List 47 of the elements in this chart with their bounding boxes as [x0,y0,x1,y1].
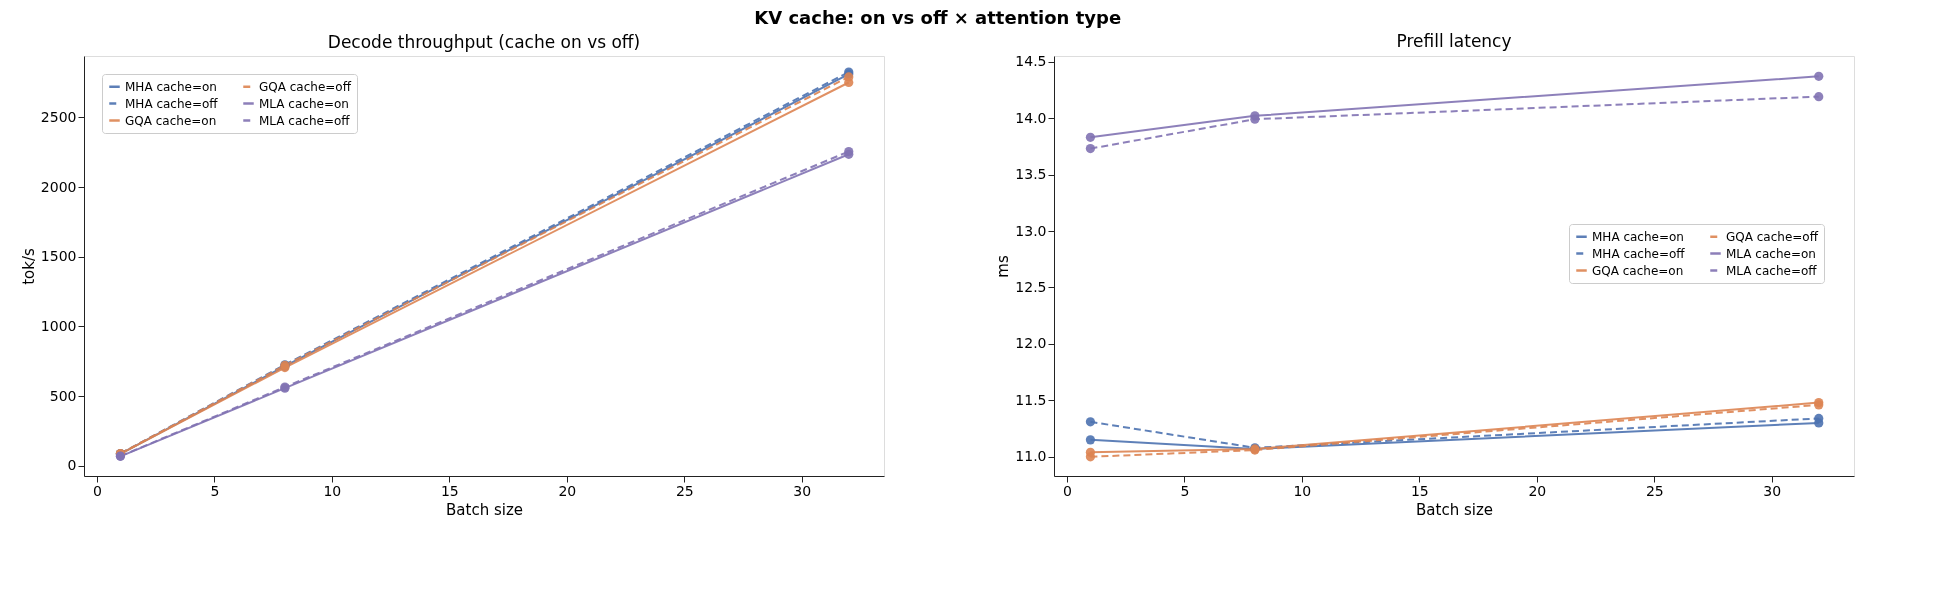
y-tick-label: 12.0 [1015,335,1047,352]
legend-label: MLA cache=on [259,96,349,111]
legend-label: GQA cache=off [1726,229,1819,244]
y-axis-title: tok/s [19,248,38,285]
y-tick-label: 14.0 [1015,109,1047,126]
y-tick-label: 1500 [40,248,77,265]
x-tick-label: 30 [1763,482,1782,499]
legend-label: MHA cache=on [125,79,217,94]
chart-title: Decode throughput (cache on vs off) [327,32,641,52]
y-tick-label: 2500 [40,108,77,125]
x-tick-label: 25 [1645,482,1664,499]
y-axis-title: ms [994,255,1013,278]
x-tick-label: 20 [558,482,577,499]
y-tick-label: 0 [67,457,77,474]
y-tick-label: 1000 [40,317,77,334]
x-tick-label: 0 [1062,482,1072,499]
y-tick-label: 13.0 [1015,222,1047,239]
legend-label: MLA cache=off [259,113,351,128]
x-tick-label: 30 [793,482,812,499]
y-tick-label: 12.5 [1015,278,1047,295]
y-tick-label: 2000 [40,178,77,195]
y-tick-label: 500 [49,387,77,404]
x-tick-label: 0 [92,482,102,499]
legend-label: GQA cache=on [1592,263,1684,278]
y-tick-label: 13.5 [1015,166,1047,183]
legend-label: MLA cache=off [1726,263,1818,278]
legend-label: MLA cache=on [1726,246,1816,261]
x-tick-label: 10 [323,482,342,499]
x-tick-label: 10 [1293,482,1312,499]
y-tick-label: 11.0 [1015,448,1047,465]
legend-label: MHA cache=off [1592,246,1686,261]
x-axis-title: Batch size [1416,500,1493,519]
x-tick-label: 15 [1410,482,1429,499]
x-tick-label: 5 [210,482,220,499]
legend-label: GQA cache=on [125,113,217,128]
chart-title: Prefill latency [1396,30,1512,51]
legend-label: MHA cache=off [125,96,219,111]
text: KV cache: on vs off × attention type [754,7,1122,29]
x-tick-label: 25 [675,482,694,499]
legend-label: MHA cache=on [1592,229,1684,244]
legend-label: GQA cache=off [259,79,352,94]
x-tick-label: 15 [440,482,459,499]
x-axis-title: Batch size [446,500,523,519]
y-tick-label: 14.5 [1015,53,1047,70]
x-tick-label: 20 [1528,482,1547,499]
x-tick-label: 5 [1180,482,1190,499]
y-tick-label: 11.5 [1015,391,1047,408]
